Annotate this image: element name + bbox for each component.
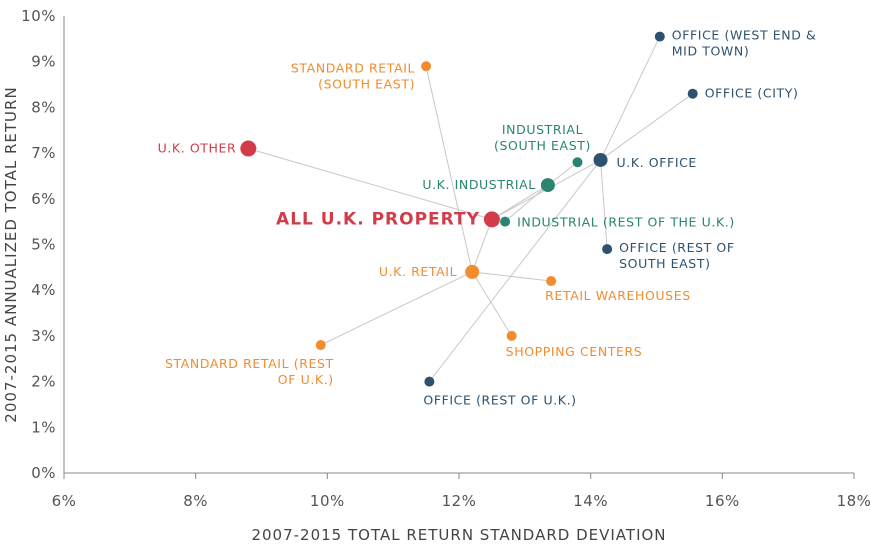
point-standard-retail-south-east [421, 61, 432, 72]
point-labels: ALL U.K. PROPERTY U.K. OTHER U.K. OFFICE OF… [158, 28, 817, 408]
y-tick-label: 7% [31, 144, 56, 162]
data-points [240, 31, 698, 387]
connector-line [600, 93, 694, 161]
label-uk-industrial: U.K. INDUSTRIAL [422, 177, 536, 192]
x-axis-ticks: 6% 8% 10% 12% 14% 16% 18% [52, 473, 870, 510]
connector-line [248, 148, 493, 220]
label-office-city: OFFICE (CITY) [705, 86, 799, 101]
point-industrial-south-east [572, 157, 583, 168]
connector-line [600, 36, 661, 161]
point-office-city [687, 88, 698, 99]
connector-line [471, 271, 513, 337]
label-office-rest-south-east: OFFICE (REST OF SOUTH EAST) [619, 240, 735, 271]
point-retail-warehouses [546, 276, 557, 287]
label-uk-office: U.K. OFFICE [617, 155, 697, 170]
x-tick-label: 14% [573, 492, 608, 510]
point-uk-retail [465, 264, 480, 279]
x-tick-label: 12% [442, 492, 477, 510]
y-tick-label: 5% [31, 236, 56, 254]
y-tick-label: 3% [31, 327, 56, 345]
connector-line [320, 271, 473, 346]
connector-line [425, 66, 473, 273]
y-axis-title: 2007-2015 ANNUALIZED TOTAL RETURN [2, 86, 20, 422]
point-industrial-rest-uk [500, 216, 511, 227]
connector-line [491, 184, 549, 220]
x-tick-label: 6% [52, 492, 77, 510]
point-standard-retail-rest-uk [315, 340, 326, 351]
label-industrial-south-east: INDUSTRIAL (SOUTH EAST) [494, 122, 591, 153]
label-uk-other: U.K. OTHER [158, 141, 237, 156]
connector-line [504, 184, 549, 223]
y-axis-ticks: 0% 1% 2% 3% 4% 5% 6% 7% 8% 9% 10% [21, 7, 56, 482]
label-standard-retail-south-east: STANDARD RETAIL (SOUTH EAST) [291, 60, 415, 91]
connector-line [428, 159, 601, 382]
y-tick-label: 10% [21, 7, 56, 25]
point-office-west-end [654, 31, 665, 42]
y-tick-label: 8% [31, 98, 56, 116]
label-all-uk-property: ALL U.K. PROPERTY [276, 209, 480, 229]
x-tick-label: 16% [705, 492, 740, 510]
x-tick-label: 8% [183, 492, 208, 510]
point-office-rest-south-east [602, 244, 613, 255]
label-standard-retail-rest-uk: STANDARD RETAIL (REST OF U.K.) [165, 356, 334, 387]
x-tick-label: 18% [837, 492, 870, 510]
label-retail-warehouses: RETAIL WAREHOUSES [545, 288, 691, 303]
y-tick-label: 0% [31, 464, 56, 482]
connector-line [471, 219, 493, 273]
connector-line [600, 159, 608, 250]
label-office-west-end: OFFICE (WEST END & MID TOWN) [672, 28, 817, 59]
point-uk-other [240, 140, 257, 157]
label-uk-retail: U.K. RETAIL [379, 264, 457, 279]
point-all-uk-property [483, 211, 500, 228]
x-axis-title: 2007-2015 TOTAL RETURN STANDARD DEVIATIO… [251, 526, 666, 544]
y-tick-label: 9% [31, 53, 56, 71]
connector-line [472, 271, 552, 282]
point-shopping-centers [506, 330, 517, 341]
y-tick-label: 4% [31, 281, 56, 299]
y-tick-label: 2% [31, 373, 56, 391]
y-tick-label: 1% [31, 418, 56, 436]
point-uk-industrial [540, 178, 555, 193]
y-tick-label: 6% [31, 190, 56, 208]
label-shopping-centers: SHOPPING CENTERS [506, 344, 643, 359]
label-industrial-rest-uk: INDUSTRIAL (REST OF THE U.K.) [517, 215, 735, 230]
point-uk-office [593, 152, 608, 167]
x-tick-label: 10% [310, 492, 345, 510]
point-office-rest-uk [424, 376, 435, 387]
label-office-rest-uk: OFFICE (REST OF U.K.) [423, 393, 576, 408]
connector-lines [248, 36, 694, 382]
